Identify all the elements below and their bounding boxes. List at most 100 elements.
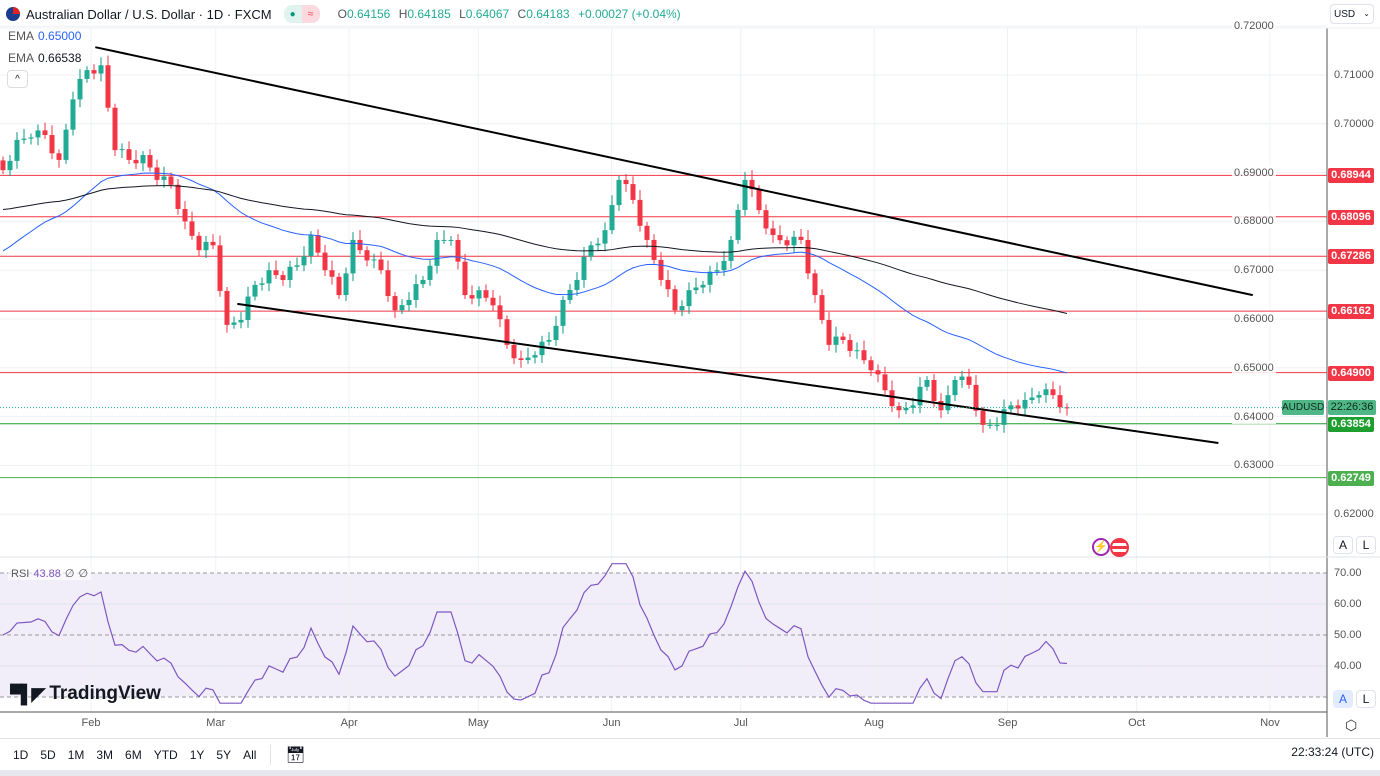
candle-body	[1029, 397, 1035, 401]
candle-body	[210, 241, 216, 246]
auto-scale-button[interactable]: A	[1333, 536, 1353, 554]
candle-body	[973, 384, 979, 411]
collapse-legend-button[interactable]: ^	[7, 70, 28, 88]
utc-clock[interactable]: 22:33:24 (UTC)	[1291, 745, 1374, 759]
go-to-date-calendar-icon[interactable]: 📅︎	[285, 746, 306, 764]
candle-body	[651, 239, 657, 260]
candle-body	[644, 225, 650, 240]
rsi-band	[0, 573, 1327, 697]
ema-fast-legend[interactable]: EMA 0.65000	[8, 29, 82, 43]
candle-body	[245, 296, 251, 320]
candle-body	[826, 319, 832, 345]
lightning-event-icon[interactable]: ⚡	[1092, 538, 1110, 556]
candle-body	[63, 129, 69, 160]
candle-body	[504, 319, 510, 345]
symbol-title[interactable]: Australian Dollar / U.S. Dollar · 1D · F…	[26, 6, 272, 22]
tradingview-logo[interactable]: ▀▌◤ TradingView	[10, 683, 161, 704]
candle-body	[896, 406, 902, 411]
candle-body	[532, 355, 538, 358]
time-axis-label: Jun	[602, 717, 621, 729]
rsi-axis-label: 60.00	[1334, 598, 1362, 610]
level-price-label: 0.68096	[1328, 209, 1374, 225]
price-axis-label: 0.66000	[1232, 312, 1276, 326]
price-axis-label: 0.64000	[1232, 409, 1276, 424]
rsi-auto-scale-button[interactable]: A	[1333, 690, 1353, 708]
range-button-5y[interactable]: 5Y	[216, 747, 232, 762]
candle-body	[91, 70, 97, 74]
candle-body	[364, 250, 370, 261]
symbol-price-tag: AUDUSD	[1282, 400, 1325, 415]
candle-body	[280, 275, 286, 280]
candle-body	[385, 270, 391, 297]
candle-body	[728, 239, 734, 261]
candle-body	[441, 239, 447, 241]
market-status[interactable]: ● ≈	[283, 5, 320, 23]
range-button-ytd[interactable]: YTD	[153, 747, 178, 762]
time-axis-label: Nov	[1260, 717, 1280, 729]
range-button-1m[interactable]: 1M	[67, 747, 85, 762]
symbol-header[interactable]: Australian Dollar / U.S. Dollar · 1D · F…	[6, 5, 686, 23]
bottom-strip	[0, 770, 1380, 776]
candle-body	[490, 297, 496, 306]
candle-body	[616, 179, 622, 206]
candle-body	[0, 160, 6, 171]
candle-body	[952, 380, 958, 396]
candle-body	[679, 306, 685, 311]
price-axis-label: 0.67000	[1232, 263, 1276, 278]
candle-body	[56, 153, 62, 160]
candle-body	[903, 407, 909, 411]
candle-body	[602, 230, 608, 244]
candle-body	[399, 305, 405, 311]
candle-body	[119, 149, 125, 151]
candle-body	[875, 370, 881, 375]
candle-body	[77, 78, 83, 100]
candle-body	[455, 239, 461, 262]
candle-body	[497, 305, 503, 320]
price-axis-label: 0.62000	[1334, 508, 1374, 521]
candle-body	[315, 235, 321, 253]
ema-slow-line	[2, 185, 1068, 314]
candle-body	[112, 107, 118, 151]
rsi-legend[interactable]: RSI 43.88 ∅ ∅	[8, 567, 92, 580]
candle-body	[21, 138, 27, 140]
data-delay-icon: ≈	[301, 5, 320, 23]
log-scale-button[interactable]: L	[1356, 536, 1376, 554]
chevron-up-icon: ^	[15, 73, 20, 85]
candle-body	[735, 209, 741, 240]
candle-body	[231, 322, 237, 325]
candle-body	[959, 376, 965, 380]
range-button-5d[interactable]: 5D	[40, 747, 56, 762]
range-button-6m[interactable]: 6M	[125, 747, 142, 762]
candle-body	[567, 289, 573, 300]
candle-body	[987, 424, 993, 426]
settings-gear-icon[interactable]: ⬡	[1345, 717, 1358, 733]
us-economic-event-icon[interactable]	[1110, 538, 1129, 557]
tv-logo-icon: ▀▌◤	[10, 683, 45, 704]
candle-body	[945, 395, 951, 411]
candle-body	[861, 350, 867, 361]
candle-body	[392, 296, 398, 311]
ema-slow-legend[interactable]: EMA 0.66538	[8, 51, 82, 65]
candle-body	[252, 284, 258, 297]
candle-body	[847, 339, 853, 351]
range-button-all[interactable]: All	[243, 747, 257, 762]
candle-body	[714, 270, 720, 272]
candle-body	[105, 65, 111, 108]
currency-select[interactable]: USD ⌄	[1330, 4, 1374, 24]
candle-body	[917, 386, 923, 406]
candle-body	[1036, 395, 1042, 398]
price-axis-label: 0.69000	[1232, 165, 1276, 180]
range-button-1d[interactable]: 1D	[13, 747, 29, 762]
rsi-log-scale-button[interactable]: L	[1356, 690, 1376, 708]
range-button-3m[interactable]: 3M	[96, 747, 114, 762]
candle-body	[357, 239, 363, 251]
candle-body	[868, 360, 874, 371]
chart-canvas[interactable]	[0, 0, 1380, 738]
range-button-1y[interactable]: 1Y	[189, 747, 205, 762]
level-price-label: 0.66162	[1328, 304, 1374, 320]
candle-body	[805, 239, 811, 274]
candle-body	[350, 239, 356, 274]
candle-body	[595, 243, 601, 246]
candle-body	[301, 256, 307, 266]
candle-body	[749, 179, 755, 190]
